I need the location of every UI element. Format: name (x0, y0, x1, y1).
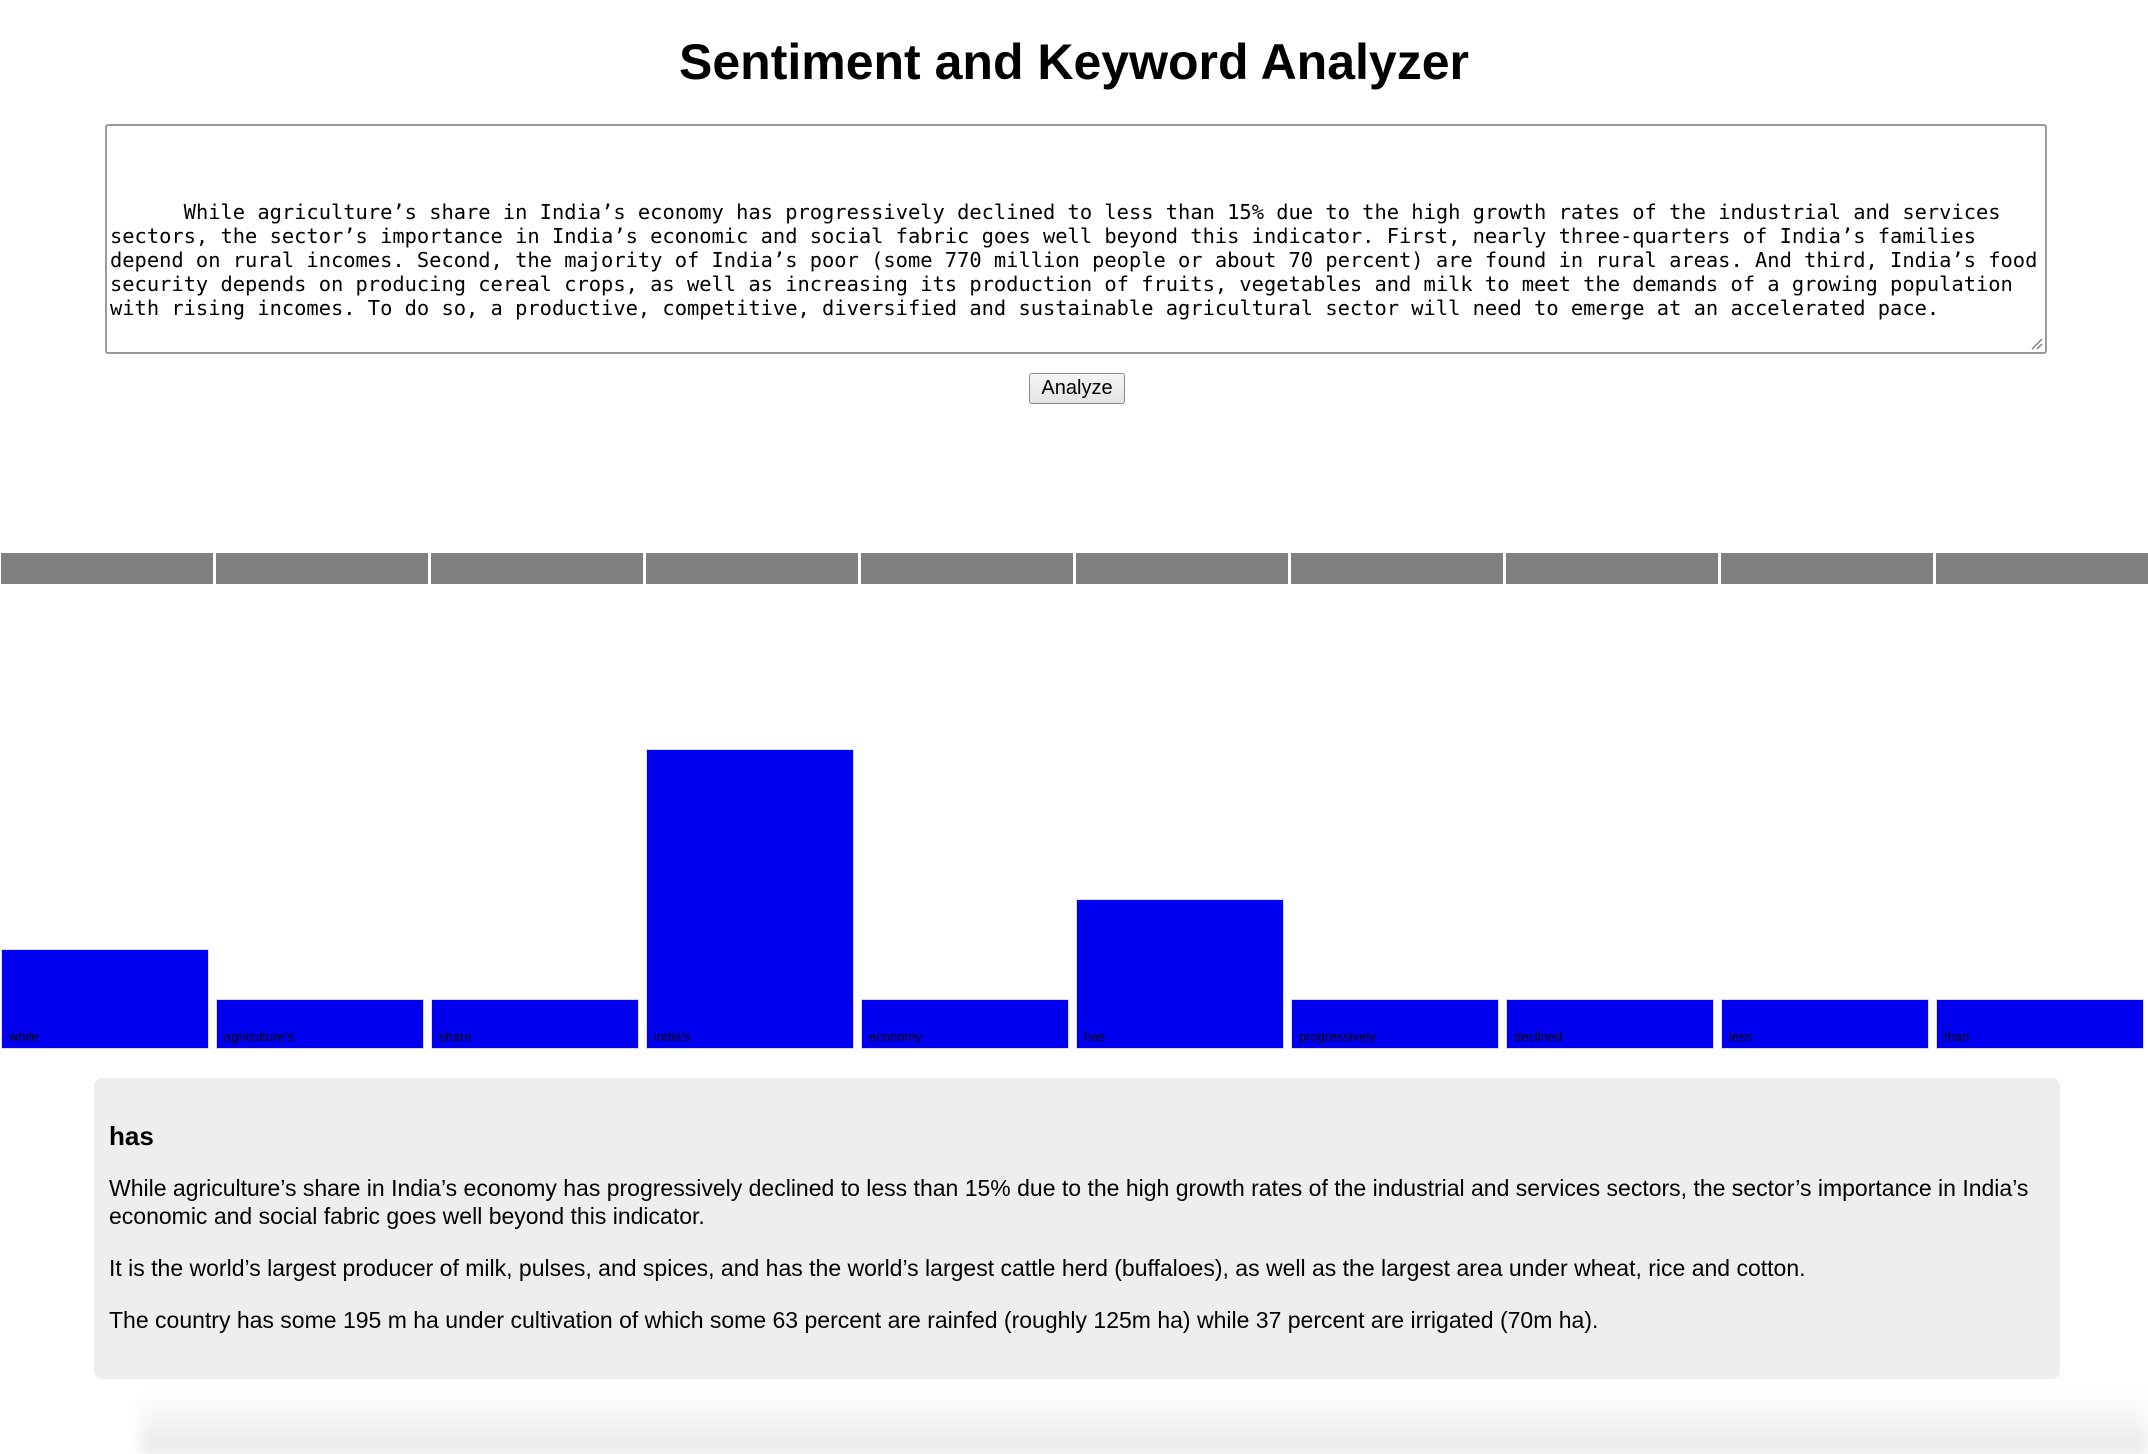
keyword-bar[interactable]: than (1936, 999, 2144, 1049)
sentence-sentiment-cell[interactable] (1076, 553, 1288, 584)
keyword-bar-label: agriculture’s (224, 1029, 294, 1044)
keyword-bar[interactable]: while (1, 949, 209, 1049)
sentence-sentiment-cell[interactable] (1, 553, 213, 584)
keyword-sentence: It is the world’s largest producer of mi… (109, 1255, 1806, 1281)
keyword-sentence: The country has some 195 m ha under cult… (109, 1307, 1599, 1333)
keyword-bar[interactable]: less (1721, 999, 1929, 1049)
keyword-bar[interactable]: has (1076, 899, 1284, 1049)
keyword-bar-label: less (1729, 1029, 1753, 1044)
keyword-bar-label: economy (869, 1029, 922, 1044)
keyword-bar[interactable]: agriculture’s (216, 999, 424, 1049)
keyword-bar-label: progressively (1299, 1029, 1376, 1044)
keyword-sentence: While agriculture’s share in India’s eco… (109, 1175, 2029, 1229)
keyword-frequency-chart: while agriculture’s share india’s economy has… (0, 700, 2148, 1050)
sentence-sentiment-cell[interactable] (216, 553, 428, 584)
input-paragraph-1-text: While agriculture’s share in India’s eco… (110, 200, 2038, 320)
analyze-button[interactable]: Analyze (1029, 373, 1125, 404)
text-input-area[interactable]: While agriculture’s share in India’s eco… (105, 124, 2047, 354)
keyword-bar-label: than (1944, 1029, 1970, 1044)
keyword-bar[interactable]: declined (1506, 999, 1714, 1049)
keyword-bar-label: india’s (654, 1029, 691, 1044)
keyword-bar-label: share (439, 1029, 472, 1044)
keyword-bar-label: has (1084, 1029, 1105, 1044)
sentence-sentiment-cell[interactable] (1721, 553, 1933, 584)
selected-keyword-heading: has (109, 1121, 154, 1151)
sentence-sentiment-cell[interactable] (1506, 553, 1718, 584)
bottom-shadow (140, 1390, 2148, 1454)
sentence-sentiment-cell[interactable] (646, 553, 858, 584)
sentence-sentiment-row (0, 553, 2148, 584)
page-title: Sentiment and Keyword Analyzer (679, 34, 1469, 90)
resize-grip-icon[interactable] (2029, 336, 2043, 350)
input-paragraph-1: While agriculture’s share in India’s eco… (110, 176, 2042, 344)
keyword-bar[interactable]: share (431, 999, 639, 1049)
sentence-sentiment-cell[interactable] (861, 553, 1073, 584)
sentence-sentiment-cell[interactable] (1291, 553, 1503, 584)
keyword-bar[interactable]: india’s (646, 749, 854, 1049)
sentence-sentiment-cell[interactable] (431, 553, 643, 584)
keyword-bar[interactable]: economy (861, 999, 1069, 1049)
sentence-sentiment-cell[interactable] (1936, 553, 2148, 584)
keyword-bar[interactable]: progressively (1291, 999, 1499, 1049)
keyword-details-panel: has While agriculture’s share in India’s… (94, 1078, 2060, 1379)
keyword-bar-label: declined (1514, 1029, 1563, 1044)
keyword-bar-label: while (9, 1029, 39, 1044)
